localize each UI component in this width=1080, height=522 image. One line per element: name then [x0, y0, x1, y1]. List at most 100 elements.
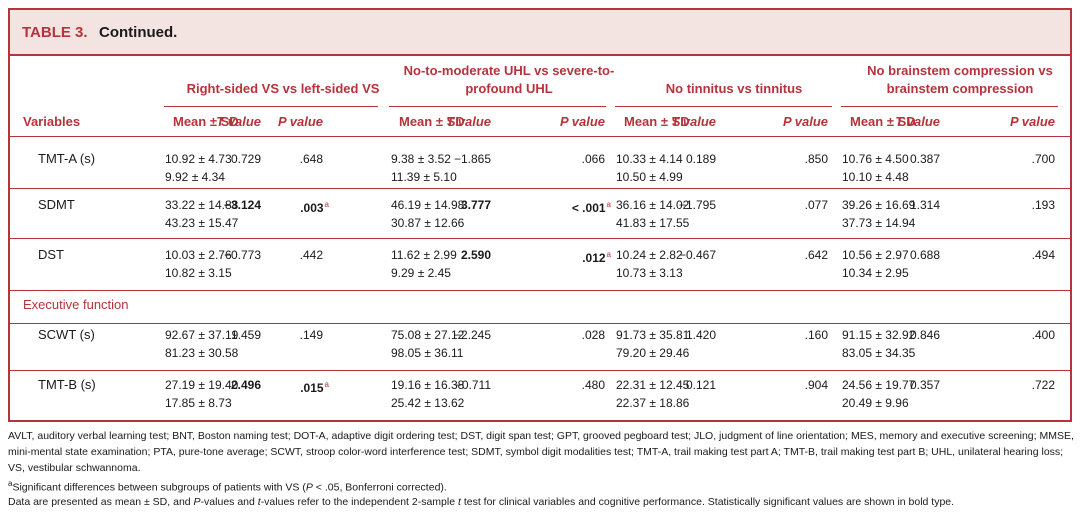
- t-value: −1.795: [678, 198, 716, 212]
- p-value-text: .066: [581, 152, 605, 166]
- footnote-abbrev-text: AVLT, auditory verbal learning test; BNT…: [8, 430, 1074, 474]
- col-header-p-value: P value: [277, 114, 323, 129]
- p-value: .442: [253, 246, 323, 264]
- t-value: 0.357: [909, 378, 940, 392]
- table-number: TABLE 3.: [22, 24, 88, 41]
- mean-sd-group1: 46.19 ± 14.98: [391, 198, 465, 212]
- col-header-t-value: T value: [895, 114, 940, 129]
- t-value: 0.121: [685, 378, 716, 392]
- group-header: No-to-moderate UHL vs severe-to-profound…: [403, 63, 615, 96]
- col-header-variables: Variables: [23, 114, 81, 129]
- t-value: 2.496: [230, 378, 261, 392]
- mean-sd-group2: 79.20 ± 29.46: [616, 346, 690, 360]
- mean-sd-group1: 10.92 ± 4.73: [165, 152, 232, 166]
- mean-sd-group1: 91.73 ± 35.81: [616, 328, 690, 342]
- group-underline: [841, 106, 1058, 107]
- mean-sd-group1: 36.16 ± 14.02: [616, 198, 690, 212]
- p-value-text: .648: [299, 152, 323, 166]
- p-value: .015a: [259, 376, 329, 397]
- significance-marker: a: [324, 380, 329, 389]
- p-value-text: .015: [300, 381, 324, 395]
- t-value: −0.773: [223, 248, 261, 262]
- p-value: .722: [985, 376, 1055, 394]
- p-value-text: .400: [1031, 328, 1055, 342]
- p-value: .149: [253, 326, 323, 344]
- mean-sd-group2: 30.87 ± 12.66: [391, 216, 465, 230]
- section-executive-function: Executive function: [23, 297, 129, 312]
- col-header-t-value: T value: [671, 114, 716, 129]
- row-separator: [10, 188, 1070, 189]
- p-value: .077: [758, 196, 828, 214]
- t-value: 0.387: [909, 152, 940, 166]
- p-value: .904: [758, 376, 828, 394]
- p-value-text: .003: [300, 201, 324, 215]
- p-value-text: .193: [1031, 198, 1055, 212]
- mean-sd-group1: 10.03 ± 2.76: [165, 248, 232, 262]
- significance-marker: a: [606, 200, 611, 209]
- group-header: Right-sided VS vs left-sided VS: [186, 81, 380, 96]
- col-header-p-value: P value: [559, 114, 605, 129]
- group-underline: [615, 106, 832, 107]
- mean-sd-group2: 25.42 ± 13.62: [391, 396, 465, 410]
- note-text-4: test for clinical variables and cognitiv…: [460, 496, 955, 508]
- variable-name: DST: [38, 247, 64, 262]
- mean-sd-group2: 10.73 ± 3.13: [616, 266, 683, 280]
- mean-sd-group2: 37.73 ± 14.94: [842, 216, 916, 230]
- mean-sd-group2: 83.05 ± 34.35: [842, 346, 916, 360]
- note-p: P: [193, 496, 201, 508]
- group-underline: [389, 106, 606, 107]
- mean-sd-group1: 10.33 ± 4.14: [616, 152, 683, 166]
- mean-sd-group1: 92.67 ± 37.19: [165, 328, 239, 342]
- col-header-t-value: T value: [216, 114, 261, 129]
- mean-sd-group1: 10.76 ± 4.50: [842, 152, 909, 166]
- variable-name: SDMT: [38, 197, 75, 212]
- p-value-text: .442: [299, 248, 323, 262]
- mean-sd-group1: 10.24 ± 2.82: [616, 248, 683, 262]
- mean-sd-group2: 10.50 ± 4.99: [616, 170, 683, 184]
- t-value: −2.245: [453, 328, 491, 342]
- p-value-text: .904: [804, 378, 828, 392]
- mean-sd-group1: 39.26 ± 16.69: [842, 198, 916, 212]
- row-separator: [10, 370, 1070, 371]
- mean-sd-group2: 43.23 ± 15.47: [165, 216, 239, 230]
- p-value: .480: [535, 376, 605, 394]
- p-value: .642: [758, 246, 828, 264]
- mean-sd-group1: 22.31 ± 12.45: [616, 378, 690, 392]
- p-value: .160: [758, 326, 828, 344]
- table-title-bar: TABLE 3. Continued.: [10, 10, 1070, 56]
- t-value: 3.777: [460, 198, 491, 212]
- p-value: .850: [758, 150, 828, 168]
- p-value: .193: [985, 196, 1055, 214]
- t-value: −3.124: [223, 198, 261, 212]
- t-value: −0.711: [454, 378, 491, 392]
- note-text-3: -values refer to the independent 2-sampl…: [260, 496, 458, 508]
- t-value: 1.420: [685, 328, 716, 342]
- note-text-1: Data are presented as mean ± SD, and: [8, 496, 194, 508]
- footnote-sig-text: Significant differences between subgroup…: [12, 481, 306, 494]
- table-frame: TABLE 3. Continued. Right-sided VS vs le…: [8, 8, 1072, 422]
- p-value-text: .722: [1031, 378, 1055, 392]
- mean-sd-group2: 10.10 ± 4.48: [842, 170, 909, 184]
- col-header-mean-sd: Mean ± SD: [850, 114, 916, 129]
- note-text-2: -values and: [200, 496, 258, 508]
- group-header: No tinnitus vs tinnitus: [665, 81, 803, 96]
- group-underline: [164, 106, 378, 107]
- p-value-text: < .001: [571, 201, 606, 215]
- mean-sd-group2: 22.37 ± 18.86: [616, 396, 690, 410]
- t-value: 0.729: [230, 152, 261, 166]
- mean-sd-group1: 9.38 ± 3.52: [391, 152, 451, 166]
- col-header-mean-sd: Mean ± SD: [173, 114, 239, 129]
- col-header-p-value: P value: [782, 114, 828, 129]
- footnote-sig-p: P: [305, 481, 313, 494]
- table-title: Continued.: [99, 24, 178, 41]
- t-value: 0.688: [909, 248, 940, 262]
- variable-name: TMT-B (s): [38, 377, 96, 392]
- p-value-text: .700: [1031, 152, 1055, 166]
- t-value: 1.314: [909, 198, 940, 212]
- row-separator: [10, 238, 1070, 239]
- t-value: −0.467: [678, 248, 716, 262]
- mean-sd-group1: 27.19 ± 19.40: [165, 378, 239, 392]
- p-value-text: .149: [299, 328, 323, 342]
- mean-sd-group2: 9.29 ± 2.45: [391, 266, 451, 280]
- mean-sd-group2: 20.49 ± 9.96: [842, 396, 909, 410]
